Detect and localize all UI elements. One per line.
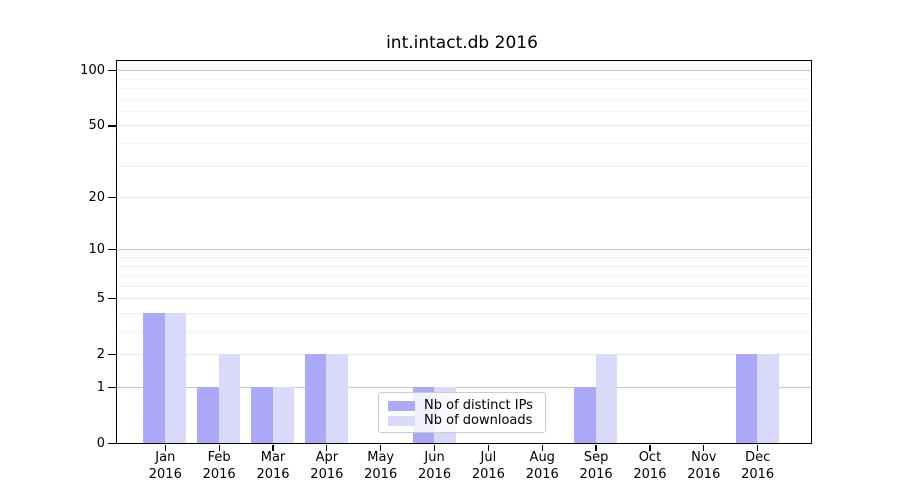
gridline-major xyxy=(116,125,811,127)
plot-area xyxy=(115,59,812,444)
y-tick-label: 5 xyxy=(96,290,105,306)
y-tick-label: 0 xyxy=(96,435,105,451)
legend: Nb of distinct IPs Nb of downloads xyxy=(378,392,546,433)
gridline-minor xyxy=(116,143,811,145)
legend-label-distinct-ips: Nb of distinct IPs xyxy=(424,398,533,413)
gridline-minor xyxy=(116,110,811,112)
x-tick-label-month: Nov xyxy=(691,450,717,465)
bar-nb-of-downloads-feb-2016 xyxy=(218,354,241,443)
gridline-emphasis xyxy=(116,387,811,388)
x-tick xyxy=(272,444,274,451)
legend-swatch-downloads xyxy=(388,415,415,426)
x-tick-label-month: Jul xyxy=(480,450,497,465)
gridline-minor xyxy=(116,88,811,90)
gridline-minor xyxy=(116,78,811,80)
bar-nb-of-downloads-jan-2016 xyxy=(164,313,187,443)
x-tick-label-year: 2016 xyxy=(525,467,559,482)
y-tick-label: 100 xyxy=(80,62,105,78)
legend-label-downloads: Nb of downloads xyxy=(424,413,533,428)
bar-nb-of-downloads-dec-2016 xyxy=(757,354,779,443)
x-tick-label-month: Sep xyxy=(583,450,609,465)
bar-nb-of-distinct-ips-sep-2016 xyxy=(574,387,596,443)
x-tick xyxy=(433,444,436,451)
x-tick-label-year: 2016 xyxy=(148,467,182,482)
gridline-major xyxy=(116,298,811,300)
x-tick xyxy=(164,444,166,451)
bar-nb-of-downloads-mar-2016 xyxy=(272,387,294,443)
bar-nb-of-distinct-ips-apr-2016 xyxy=(304,354,327,443)
y-tick-label: 1 xyxy=(96,379,105,395)
y-tick xyxy=(107,354,116,356)
legend-item-distinct-ips: Nb of distinct IPs xyxy=(388,398,536,413)
x-tick-label-month: Feb xyxy=(207,450,231,465)
gridline-minor xyxy=(116,275,811,277)
legend-item-downloads: Nb of downloads xyxy=(388,413,536,428)
y-tick xyxy=(107,125,116,127)
bar-nb-of-distinct-ips-dec-2016 xyxy=(735,354,758,443)
x-tick xyxy=(595,444,597,451)
x-tick-label-year: 2016 xyxy=(418,467,452,482)
x-tick-label-month: May xyxy=(367,450,395,465)
bar-nb-of-downloads-apr-2016 xyxy=(326,354,348,443)
x-tick-label-year: 2016 xyxy=(364,467,398,482)
x-tick xyxy=(487,444,490,451)
gridline-major xyxy=(116,354,811,356)
x-tick-label-month: Dec xyxy=(745,450,771,465)
bar-nb-of-distinct-ips-mar-2016 xyxy=(251,387,273,443)
y-tick-label: 50 xyxy=(88,117,105,133)
y-tick xyxy=(107,196,116,199)
bar-nb-of-downloads-sep-2016 xyxy=(595,354,618,443)
gridline-minor xyxy=(116,257,811,258)
y-tick-label: 2 xyxy=(96,346,105,362)
x-tick-label-year: 2016 xyxy=(741,467,775,482)
legend-swatch-distinct-ips xyxy=(388,400,415,411)
x-tick-label-year: 2016 xyxy=(256,467,290,482)
x-tick xyxy=(218,444,220,451)
y-tick xyxy=(107,442,116,445)
x-tick-label-year: 2016 xyxy=(687,467,721,482)
x-tick xyxy=(757,444,759,451)
gridline-minor xyxy=(116,331,811,333)
gridline-major xyxy=(116,197,811,199)
x-tick-label-month: Mar xyxy=(260,450,286,465)
bar-nb-of-distinct-ips-feb-2016 xyxy=(197,387,219,443)
x-tick-label-year: 2016 xyxy=(310,467,344,482)
gridline-emphasis xyxy=(116,249,811,251)
x-tick-label-year: 2016 xyxy=(202,467,236,482)
x-tick-label-month: Aug xyxy=(529,450,555,465)
y-tick-label: 20 xyxy=(88,189,105,205)
gridline-minor xyxy=(116,98,811,100)
x-tick-label-month: Jan xyxy=(155,450,176,465)
x-tick xyxy=(649,444,651,451)
gridline-emphasis xyxy=(116,70,811,72)
y-tick xyxy=(107,386,116,389)
x-tick-label-year: 2016 xyxy=(633,467,667,482)
gridline-minor xyxy=(116,265,811,267)
x-tick xyxy=(326,444,328,451)
y-tick-label: 10 xyxy=(88,241,105,257)
x-tick xyxy=(380,444,382,451)
x-tick xyxy=(541,444,543,451)
gridline-minor xyxy=(116,165,811,167)
y-tick xyxy=(107,70,116,72)
x-tick-label-year: 2016 xyxy=(471,467,505,482)
bar-nb-of-distinct-ips-jan-2016 xyxy=(143,313,165,443)
gridline-minor xyxy=(116,285,811,287)
y-tick xyxy=(107,249,116,251)
x-tick-label-month: Oct xyxy=(638,450,662,465)
gridline-minor xyxy=(116,312,811,314)
chart-title: int.intact.db 2016 xyxy=(386,33,538,53)
x-tick-label-month: Apr xyxy=(315,450,339,465)
x-tick-label-month: Jun xyxy=(424,450,445,465)
x-tick-label-year: 2016 xyxy=(579,467,613,482)
x-tick xyxy=(703,444,705,451)
y-tick xyxy=(107,298,116,300)
